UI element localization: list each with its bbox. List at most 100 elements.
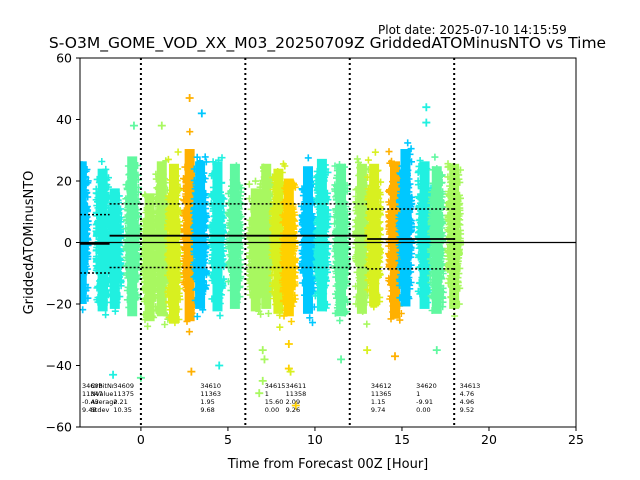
orbit-annotation-text: 9.68	[200, 406, 214, 414]
swath-14	[278, 178, 299, 325]
orbit-annotation-text: 1	[265, 390, 269, 398]
swath-points-layer	[80, 128, 465, 336]
swath-6	[164, 148, 184, 327]
swath-markers-8	[190, 153, 211, 320]
outlier-point	[197, 109, 206, 118]
swath-24	[444, 160, 465, 320]
y-axis-label: GriddedATOMinusNTO	[22, 171, 37, 315]
outlier-point	[129, 121, 138, 130]
outlier-point	[258, 376, 267, 385]
orbit-annotation-text: 9.48	[82, 406, 96, 414]
orbit-annotation-text: 9.52	[460, 406, 474, 414]
outlier-point	[109, 370, 118, 379]
swath-markers-17	[331, 161, 351, 325]
swath-markers-14	[278, 179, 299, 325]
outlier-point	[185, 93, 194, 102]
orbit-annotation-text: Stdev	[91, 406, 110, 414]
orbit-annotation-text: 11358	[286, 390, 307, 398]
outlier-point	[255, 389, 264, 398]
x-tick-label: 20	[481, 432, 497, 447]
x-tick-label: 10	[307, 432, 323, 447]
orbit-annotation-text: 11375	[113, 390, 134, 398]
swath-17	[331, 161, 351, 325]
y-tick-label: 20	[56, 174, 72, 189]
outlier-point	[215, 361, 224, 370]
orbit-annotation-text: 0.00	[416, 406, 430, 414]
y-tick-label: −60	[46, 420, 72, 435]
orbit-annotation-text: 11365	[371, 390, 392, 398]
orbit-annotation-text: NValue	[91, 390, 114, 398]
y-tick-label: −40	[46, 358, 72, 373]
orbit-annotation-text: 11347	[82, 390, 103, 398]
orbit-annotation-text: 34609	[113, 382, 134, 390]
swath-markers-6	[164, 148, 184, 327]
outlier-point	[284, 339, 293, 348]
chart-title: S-O3M_GOME_VOD_XX_M03_20250709Z GriddedA…	[48, 34, 607, 52]
orbit-annotation-text: 34620	[416, 382, 437, 390]
plot-date-label: Plot date: 2025-07-10 14:15:59	[378, 23, 567, 37]
outlier-point	[258, 346, 267, 355]
swath-markers-10	[224, 162, 245, 306]
swath-markers-19	[364, 148, 385, 311]
orbit-annotations-layer: 3460811347-0.439.48OrbitNrNValueAverageS…	[82, 382, 480, 414]
orbit-annotation-text: 4.96	[460, 398, 474, 406]
orbit-annotation-text: 34615	[265, 382, 286, 390]
x-tick-label: 25	[568, 432, 584, 447]
orbit-annotation-text: 34612	[371, 382, 392, 390]
orbit-annotation-text: 1	[416, 390, 420, 398]
orbit-annotation-text: 10.35	[113, 406, 132, 414]
orbit-annotation-text: 34610	[200, 382, 221, 390]
x-tick-label: 0	[137, 432, 145, 447]
outlier-point	[157, 121, 166, 130]
orbit-annotation-text: 0.00	[265, 406, 279, 414]
swath-19	[364, 148, 385, 311]
y-tick-label: 0	[64, 235, 72, 250]
swath-markers-0	[80, 158, 92, 314]
axes-layer: 0 5 10 15 20 25 −60 −40 −20 0 20 40 60 Time from Fore…	[22, 51, 584, 473]
orbit-annotation-text: Average	[91, 398, 118, 406]
outlier-point	[260, 355, 269, 364]
orbit-annotation-text: 2.21	[113, 398, 127, 406]
y-tick-label: −20	[46, 297, 72, 312]
orbit-annotation-text: 34613	[460, 382, 481, 390]
orbit-annotation-text: 2.09	[286, 398, 300, 406]
orbit-annotation-text: 9.74	[371, 406, 385, 414]
orbit-annotation-text: 34611	[286, 382, 307, 390]
outlier-point	[363, 346, 372, 355]
orbit-annotation-text: 34608	[82, 382, 103, 390]
orbit-annotation-text: 1.15	[371, 398, 385, 406]
outlier-point	[337, 355, 346, 364]
reference-lines-layer	[80, 58, 576, 427]
orbit-annotation-text: -9.91	[416, 398, 433, 406]
swath-markers-3	[122, 162, 143, 311]
orbit-annotation-text: 9.26	[286, 406, 300, 414]
swath-9	[207, 154, 228, 320]
outlier-points-layer	[109, 93, 441, 410]
orbit-annotation-text: 15.60	[265, 398, 284, 406]
y-tick-label: 40	[56, 112, 72, 127]
outlier-point	[422, 103, 431, 112]
outlier-point	[136, 373, 145, 382]
orbit-annotation-text: 4.76	[460, 390, 474, 398]
outlier-point	[291, 401, 300, 410]
outlier-point	[286, 367, 295, 376]
x-tick-label: 15	[394, 432, 410, 447]
x-tick-label: 5	[224, 432, 232, 447]
orbit-annotation-text: 1.95	[200, 398, 214, 406]
outlier-point	[391, 352, 400, 361]
outlier-point	[432, 346, 441, 355]
swath-markers-16	[311, 160, 332, 312]
outlier-point	[422, 118, 431, 127]
y-tick-label: 60	[56, 51, 72, 66]
orbit-annotation-text: OrbitNr	[91, 382, 115, 390]
